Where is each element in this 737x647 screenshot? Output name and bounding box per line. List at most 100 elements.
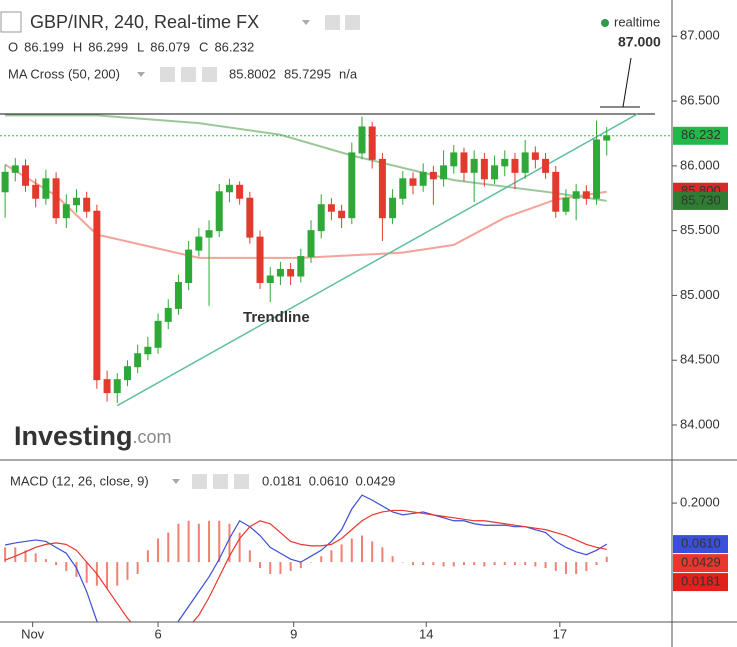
close-icon[interactable] (234, 474, 249, 489)
dropdown[interactable] (172, 479, 180, 484)
watermark-suffix: .com (133, 427, 172, 447)
candle-body (21, 165, 29, 186)
x-tick-label: Nov (21, 626, 45, 641)
x-tick-label: 6 (154, 626, 161, 641)
macd-histogram-bar (208, 520, 211, 563)
macd-histogram-bar (473, 562, 476, 566)
macd-value: 0.0610 (309, 473, 349, 488)
candle-body (348, 152, 356, 219)
candle-body (266, 275, 274, 283)
macd-line (4, 509, 607, 622)
macd-histogram-bar (34, 553, 37, 563)
candle-body (164, 307, 172, 322)
candle-body (409, 178, 417, 186)
macd-histogram-bar (126, 562, 129, 580)
macd-histogram-bar (310, 562, 313, 563)
settings-icon[interactable] (181, 67, 196, 82)
candle-body (327, 204, 335, 212)
macd-histogram-bar (534, 562, 537, 567)
macd-histogram-bar (136, 562, 139, 574)
macd-y-tick-label: 0.2000 (680, 495, 720, 510)
macd-histogram-bar (401, 562, 404, 563)
candle-body (501, 158, 509, 167)
close-icon[interactable] (202, 67, 217, 82)
indicator-title: MA Cross (50, 200) (8, 66, 120, 81)
candle-body (317, 204, 325, 232)
collapse-button[interactable] (0, 11, 22, 33)
candle-body (389, 197, 397, 219)
candle-body (480, 158, 488, 180)
macd-histogram-bar (503, 562, 506, 566)
chart-title: GBP/INR, 240, Real-time FX (30, 12, 259, 32)
candle-body (511, 158, 519, 173)
macd-histogram-bar (24, 550, 27, 563)
candle-body (72, 197, 80, 206)
last-price-box (673, 126, 728, 145)
y-tick-label: 85.500 (680, 222, 720, 237)
candle-body (399, 178, 407, 199)
macd-histogram-bar (4, 547, 7, 563)
status-dot (601, 19, 609, 27)
candle-body (491, 165, 499, 180)
macd-histogram-bar (14, 547, 17, 563)
candle-body (378, 158, 386, 219)
macd-histogram-bar (259, 562, 262, 568)
candle-body (185, 249, 193, 283)
candle-body (562, 197, 570, 212)
macd-histogram-bar (279, 562, 282, 574)
watermark: Investing.com (14, 421, 172, 451)
candle-body (134, 353, 142, 368)
macd-histogram-bar (65, 562, 68, 571)
macd-histogram-bar (432, 562, 435, 566)
candle-body (419, 171, 427, 186)
macd-histogram-bar (55, 562, 58, 566)
macd-value: 0.0181 (262, 473, 302, 488)
ma-na: n/a (339, 66, 358, 81)
macd-plot (4, 494, 608, 622)
watermark-main: Investing (14, 421, 133, 451)
dropdown[interactable] (137, 72, 145, 77)
candle-body (215, 191, 223, 232)
candle-body (62, 204, 70, 219)
status: realtime (614, 14, 660, 29)
ohlc-key: H (73, 39, 82, 54)
candle-body (368, 126, 376, 160)
macd-histogram-bar (483, 562, 486, 567)
macd-histogram-bar (340, 544, 343, 563)
eye-icon[interactable] (192, 474, 207, 489)
macd-histogram-bar (422, 562, 425, 566)
candle-body (358, 126, 366, 154)
candle-body (542, 158, 550, 173)
macd-histogram-bar (605, 556, 608, 563)
dropdown[interactable] (302, 20, 310, 25)
y-tick-label: 87.000 (680, 28, 720, 43)
x-tick-label: 14 (419, 626, 433, 641)
macd-histogram-bar (462, 562, 465, 566)
ma-price-label: 85.730 (681, 192, 721, 207)
macd-line (4, 494, 608, 622)
macd-histogram-bar (228, 523, 231, 563)
settings-icon[interactable] (213, 474, 228, 489)
moving-average (5, 114, 607, 202)
eye-icon[interactable] (160, 67, 175, 82)
candle-body (246, 197, 254, 238)
candle-body (144, 346, 152, 355)
candle-body (32, 184, 40, 199)
macd-histogram-bar (116, 562, 119, 586)
candle-body (593, 139, 601, 199)
ohlc-key: L (137, 39, 144, 54)
candle-body (460, 152, 468, 173)
macd-histogram-bar (248, 550, 251, 563)
ohlc-value: 86.299 (88, 39, 128, 54)
target-label: 87.000 (618, 34, 661, 50)
y-tick-label: 84.000 (680, 416, 720, 431)
candle-body (572, 191, 580, 199)
candle-body (256, 236, 264, 283)
settings-icon[interactable] (345, 15, 360, 30)
macd-histogram-bar (361, 535, 364, 563)
macd-histogram-bar (595, 562, 598, 566)
eye-icon[interactable] (325, 15, 340, 30)
macd-histogram-bar (544, 562, 547, 568)
